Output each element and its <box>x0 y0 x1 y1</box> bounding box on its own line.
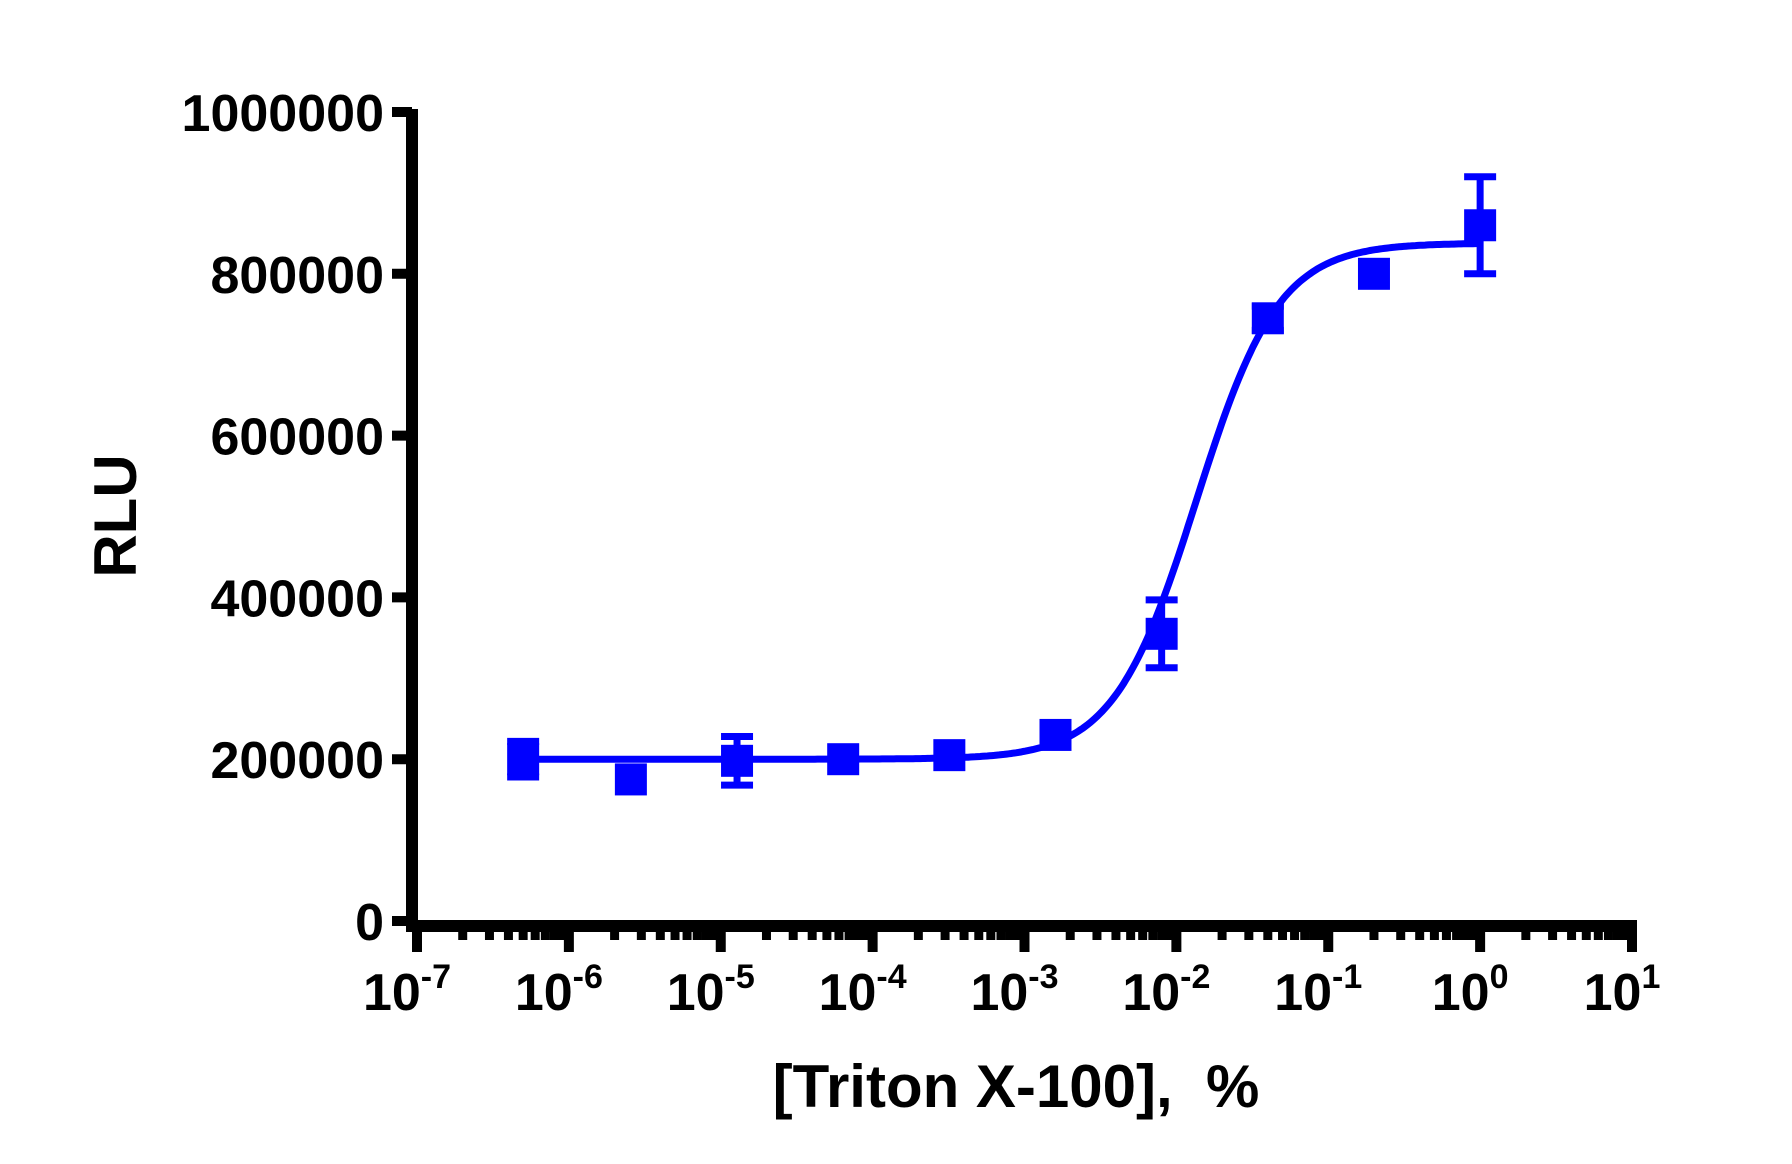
data-point <box>1145 596 1178 672</box>
square-marker <box>1145 617 1178 650</box>
x-tick-label: 10-6 <box>515 958 603 1022</box>
x-tick-label: 101 <box>1584 958 1661 1022</box>
data-point <box>1464 173 1497 278</box>
square-marker <box>933 739 966 772</box>
y-tick-label: 200000 <box>210 732 384 790</box>
data-point <box>721 733 754 789</box>
data-point <box>1039 718 1072 751</box>
square-marker <box>721 744 754 777</box>
fit-curve <box>523 240 1481 763</box>
y-axis: 0 200000 400000 600000 800000 1000000 <box>182 85 418 952</box>
square-marker <box>1464 209 1497 242</box>
data-point <box>507 737 540 781</box>
y-tick-label: 1000000 <box>182 85 384 143</box>
x-tick-label: 10-2 <box>1122 958 1210 1022</box>
data-point <box>827 743 860 776</box>
data-point <box>933 739 966 772</box>
square-marker <box>614 763 647 796</box>
x-tick-label: 10-4 <box>819 958 907 1022</box>
y-tick-label: 600000 <box>210 409 384 467</box>
x-tick-label: 100 <box>1432 958 1509 1022</box>
x-tick-label: 10-5 <box>667 958 755 1022</box>
data-point <box>1251 302 1284 335</box>
square-marker <box>827 743 860 776</box>
x-tick-label: 10-3 <box>970 958 1058 1022</box>
square-marker <box>1039 718 1072 751</box>
square-marker <box>507 743 540 776</box>
square-marker <box>1357 257 1390 290</box>
y-tick-label: 0 <box>355 894 384 952</box>
y-tick-label: 800000 <box>210 247 384 305</box>
data-points <box>507 173 1497 796</box>
y-tick-label: 400000 <box>210 570 384 628</box>
x-axis-title: [Triton X-100], % <box>773 1053 1260 1120</box>
data-point <box>614 763 647 796</box>
x-tick-label: 10-7 <box>363 958 451 1022</box>
x-axis: 10-7 10-6 10-5 10-4 10-3 10-2 10-1 100 101 <box>363 920 1660 1022</box>
square-marker <box>1251 302 1284 335</box>
y-axis-title: RLU <box>82 454 149 577</box>
data-point <box>1357 257 1390 290</box>
x-tick-label: 10-1 <box>1274 958 1362 1022</box>
